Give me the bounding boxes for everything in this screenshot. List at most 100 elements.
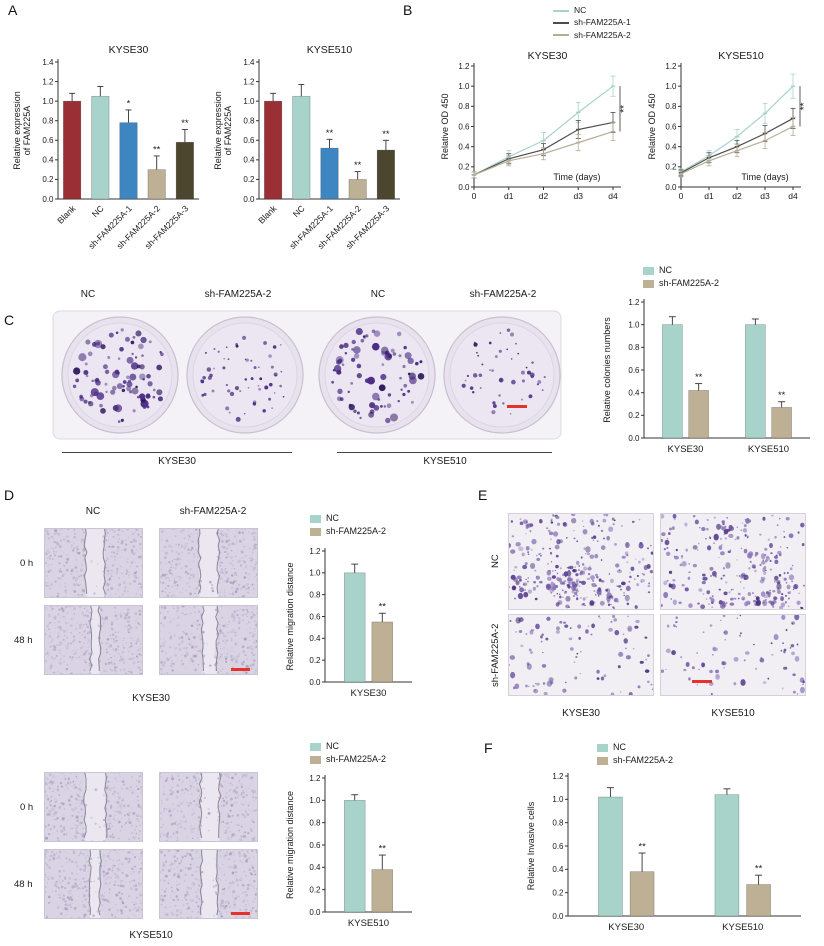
- legend-label-nc: NC: [326, 741, 339, 751]
- transwell-image-sh2-kyse510: [660, 614, 806, 696]
- svg-text:0.4: 0.4: [42, 156, 54, 165]
- svg-text:1.2: 1.2: [243, 77, 255, 86]
- svg-text:Relative Invasive cells: Relative Invasive cells: [526, 801, 536, 890]
- wound-row-label-48h: 48 h: [14, 635, 33, 646]
- transwell-col-label-kyse30: KYSE30: [562, 708, 600, 719]
- svg-text:Time (days): Time (days): [553, 172, 600, 182]
- svg-text:0.6: 0.6: [458, 122, 470, 131]
- svg-text:0.2: 0.2: [458, 163, 470, 172]
- svg-text:**: **: [695, 372, 703, 383]
- svg-text:1.0: 1.0: [665, 82, 677, 91]
- nc-line-swatch-icon: [553, 9, 569, 12]
- svg-text:KYSE510: KYSE510: [348, 918, 389, 929]
- svg-text:**: **: [379, 602, 387, 613]
- nc-swatch-icon: [643, 266, 654, 275]
- sh2-swatch-icon: [643, 279, 654, 288]
- svg-text:0.0: 0.0: [309, 908, 321, 917]
- svg-text:0.0: 0.0: [665, 183, 677, 192]
- migration-bar-chart-kyse510: 0.0 0.2 0.4 0.6 0.8 1.0 1.2 Relative migration …: [285, 774, 412, 929]
- svg-text:Relative expression: Relative expression: [213, 91, 223, 170]
- svg-text:d2: d2: [732, 191, 742, 201]
- svg-text:0.4: 0.4: [309, 863, 321, 872]
- svg-text:0.4: 0.4: [243, 156, 255, 165]
- invasion-bar-chart: 0.0 0.2 0.4 0.6 0.8 1.0 1.2 Relative Invasive c…: [526, 772, 801, 933]
- legend-item-nc: NC: [553, 5, 631, 15]
- transwell-row-label-nc: NC: [490, 554, 501, 569]
- svg-text:1.4: 1.4: [42, 58, 54, 67]
- wound-image-kyse510-nc-48h: [44, 849, 143, 919]
- svg-text:0.6: 0.6: [243, 136, 255, 145]
- svg-text:1.2: 1.2: [309, 547, 321, 556]
- svg-text:1.0: 1.0: [309, 569, 321, 578]
- svg-text:0: 0: [679, 191, 684, 201]
- panel-f-label: F: [484, 740, 494, 756]
- kyse30-underline: [62, 452, 292, 453]
- colony-formation-image: [52, 310, 562, 440]
- nc-swatch-icon: [597, 743, 608, 752]
- svg-text:0.2: 0.2: [309, 885, 321, 894]
- wound-row-label-0h: 0 h: [20, 558, 34, 569]
- svg-text:**: **: [638, 842, 646, 853]
- svg-text:0.0: 0.0: [552, 912, 564, 921]
- wound-row-label-48h-2: 48 h: [14, 879, 33, 890]
- svg-text:1.0: 1.0: [552, 795, 564, 804]
- svg-text:0.8: 0.8: [458, 102, 470, 111]
- legend-label-nc: NC: [613, 742, 626, 752]
- svg-text:KYSE30: KYSE30: [109, 44, 149, 56]
- legend-item-sh1: sh-FAM225A-1: [553, 17, 631, 27]
- colony-group-label-kyse30: KYSE30: [158, 456, 196, 467]
- svg-text:0.8: 0.8: [243, 117, 255, 126]
- svg-text:**: **: [778, 390, 786, 401]
- svg-text:d3: d3: [574, 191, 584, 201]
- svg-text:0.6: 0.6: [628, 366, 640, 375]
- wound-row-label-0h-2: 0 h: [20, 802, 34, 813]
- svg-text:Blank: Blank: [256, 203, 279, 226]
- svg-text:Relative colonies numbers: Relative colonies numbers: [602, 317, 612, 423]
- migration-bar-chart-kyse30: 0.0 0.2 0.4 0.6 0.8 1.0 1.2 Relative migration …: [285, 547, 412, 699]
- legend-label-sh2: sh-FAM225A-2: [613, 754, 674, 765]
- wound-image-kyse510-nc-0h: [44, 772, 143, 842]
- svg-text:0.2: 0.2: [628, 411, 640, 420]
- svg-text:of FAM225A: of FAM225A: [223, 106, 233, 156]
- dish-label-nc-2: NC: [370, 289, 386, 300]
- svg-text:Relative OD 450: Relative OD 450: [647, 93, 657, 159]
- svg-text:0.2: 0.2: [309, 656, 321, 665]
- sh2-swatch-icon: [310, 527, 321, 536]
- legend-item-nc: NC: [310, 741, 386, 752]
- colony-bar-chart: 0.0 0.2 0.4 0.6 0.8 1.0 1.2 Relative colonies n…: [602, 298, 810, 455]
- wound-col-label-nc: NC: [85, 506, 101, 517]
- legend-item-sh2: sh-FAM225A-2: [643, 277, 720, 289]
- expression-bar-chart-kyse30: KYSE30 0.0 0.2 0.4 0.6 0.8 1.0 1.2 1.4 Relative e…: [12, 44, 199, 251]
- svg-text:0.8: 0.8: [665, 102, 677, 111]
- svg-text:0.4: 0.4: [628, 388, 640, 397]
- svg-text:1.4: 1.4: [243, 58, 255, 67]
- svg-text:d2: d2: [539, 191, 549, 201]
- svg-text:**: **: [326, 128, 334, 139]
- wound-image-kyse30-sh2-0h: [159, 528, 258, 598]
- svg-text:0.4: 0.4: [552, 865, 564, 874]
- legend-label-sh2: sh-FAM225A-2: [659, 277, 720, 288]
- panel-e-label: E: [478, 487, 488, 503]
- wound-col-label-sh2: sh-FAM225A-2: [179, 506, 247, 517]
- wound-cellline-label-kyse30: KYSE30: [132, 693, 170, 704]
- svg-text:1.2: 1.2: [552, 772, 564, 781]
- svg-text:Relative OD 450: Relative OD 450: [440, 93, 450, 159]
- svg-text:0.6: 0.6: [665, 122, 677, 131]
- svg-text:1.2: 1.2: [665, 62, 677, 71]
- kyse510-underline: [337, 452, 552, 453]
- panel-c-label: C: [4, 312, 15, 328]
- colony-group-label-kyse510: KYSE510: [423, 456, 467, 467]
- svg-text:0.2: 0.2: [665, 163, 677, 172]
- svg-text:**: **: [354, 160, 362, 171]
- transwell-image-sh2-kyse30: [508, 614, 654, 696]
- svg-text:1.0: 1.0: [458, 82, 470, 91]
- transwell-row-label-sh2: sh-FAM225A-2: [490, 623, 501, 687]
- svg-text:*: *: [127, 98, 131, 109]
- panel-a-label: A: [8, 2, 18, 18]
- svg-text:0.0: 0.0: [458, 183, 470, 192]
- svg-text:**: **: [153, 144, 161, 155]
- svg-text:Relative expression: Relative expression: [12, 91, 22, 170]
- svg-text:**: **: [619, 105, 630, 113]
- svg-text:0.2: 0.2: [42, 175, 54, 184]
